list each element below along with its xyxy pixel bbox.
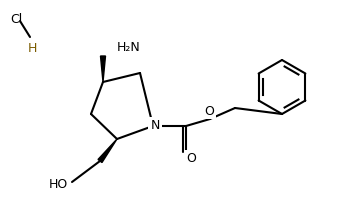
Text: HO: HO [48,178,68,191]
Text: H: H [28,42,38,55]
Text: O: O [186,152,196,165]
Polygon shape [98,139,117,163]
Text: O: O [204,105,214,118]
Polygon shape [101,57,105,83]
Text: N: N [150,119,160,132]
Text: Cl: Cl [10,13,22,26]
Text: H₂N: H₂N [117,41,141,54]
